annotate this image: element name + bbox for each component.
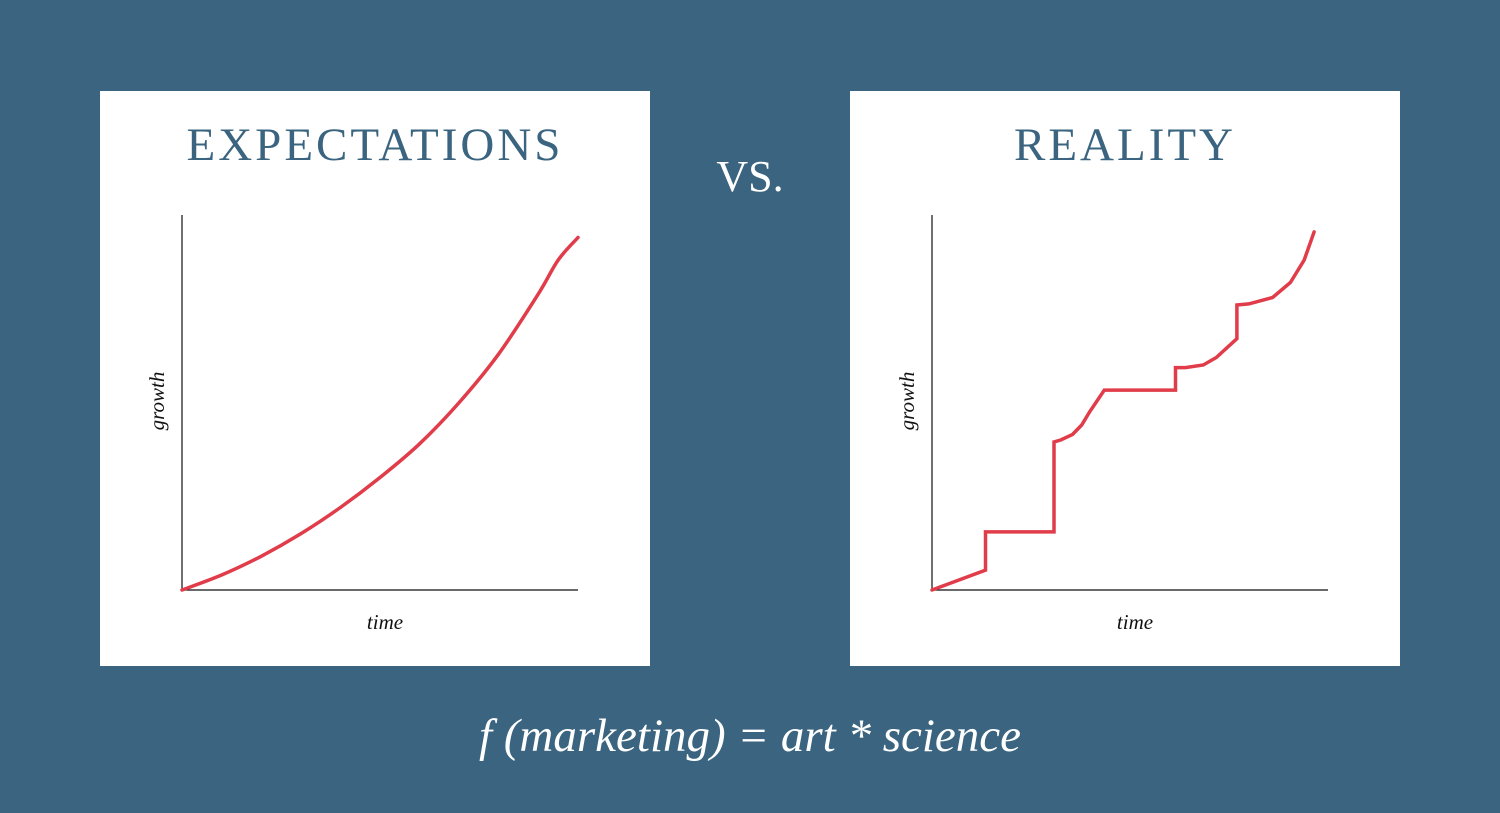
expectations-panel: EXPECTATIONS growth time <box>100 91 650 666</box>
reality-series-line <box>930 230 1316 592</box>
panel-title: REALITY <box>1013 119 1236 171</box>
y-axis-label: growth <box>145 372 169 431</box>
expectations-chart: growth time <box>145 215 580 634</box>
x-axis-label: time <box>1117 610 1153 634</box>
y-axis-label: growth <box>895 372 919 431</box>
x-axis-label: time <box>367 610 403 634</box>
formula-caption: f (marketing) = art * science <box>478 710 1022 762</box>
reality-chart: growth time <box>895 215 1328 634</box>
expectations-series-line <box>180 235 580 592</box>
panel-title: EXPECTATIONS <box>186 119 564 171</box>
reality-panel: REALITY growth time <box>850 91 1400 666</box>
vs-label: VS. <box>716 152 784 201</box>
